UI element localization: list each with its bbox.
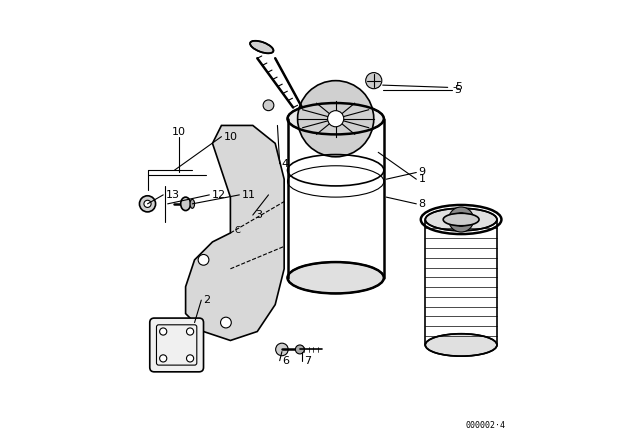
Text: 9: 9 [419,168,426,177]
Text: 8: 8 [419,199,426,209]
Circle shape [221,317,231,328]
Circle shape [186,355,194,362]
Text: C: C [235,226,241,235]
Ellipse shape [425,334,497,356]
Circle shape [276,343,288,356]
Circle shape [159,355,167,362]
Ellipse shape [287,262,384,293]
Text: -5: -5 [452,82,463,92]
Text: 000002·4: 000002·4 [466,421,506,430]
Text: 12: 12 [212,190,226,200]
Text: 6: 6 [282,356,289,366]
Text: 2: 2 [204,295,211,305]
Circle shape [140,196,156,212]
Text: 13: 13 [165,190,179,200]
Circle shape [454,213,468,226]
Circle shape [186,328,194,335]
Ellipse shape [190,199,195,208]
Circle shape [298,81,374,157]
Circle shape [144,200,151,207]
Text: 11: 11 [242,190,255,200]
Text: 5: 5 [454,85,461,95]
Text: 3: 3 [255,210,262,220]
Text: 10: 10 [172,127,186,137]
PathPatch shape [186,125,284,340]
Circle shape [198,254,209,265]
Ellipse shape [287,103,384,134]
Ellipse shape [180,197,191,211]
Ellipse shape [250,41,273,53]
FancyBboxPatch shape [150,318,204,372]
Text: 1: 1 [419,174,426,184]
Text: 10: 10 [224,132,237,142]
Circle shape [449,207,474,232]
Circle shape [263,100,274,111]
Circle shape [365,73,382,89]
Text: 7: 7 [305,356,312,366]
Circle shape [159,328,167,335]
Ellipse shape [443,213,479,226]
Text: 4: 4 [282,159,289,168]
Ellipse shape [425,208,497,231]
Circle shape [296,345,305,354]
Circle shape [328,111,344,127]
